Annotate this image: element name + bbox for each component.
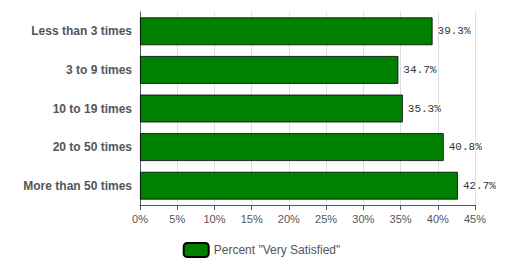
svg-text:39.3%: 39.3% xyxy=(438,25,471,37)
svg-text:45%: 45% xyxy=(464,213,486,225)
svg-text:40.8%: 40.8% xyxy=(449,141,482,153)
svg-text:10%: 10% xyxy=(203,213,225,225)
svg-text:0%: 0% xyxy=(132,213,148,225)
svg-text:40%: 40% xyxy=(427,213,449,225)
svg-text:5%: 5% xyxy=(169,213,185,225)
svg-text:34.7%: 34.7% xyxy=(403,64,436,76)
svg-text:15%: 15% xyxy=(241,213,263,225)
svg-text:35%: 35% xyxy=(390,213,412,225)
svg-text:20%: 20% xyxy=(278,213,300,225)
svg-text:More than 50 times: More than 50 times xyxy=(23,179,132,193)
svg-text:42.7%: 42.7% xyxy=(463,180,496,192)
svg-text:30%: 30% xyxy=(352,213,374,225)
svg-text:Less than 3 times: Less than 3 times xyxy=(31,24,132,38)
svg-text:20 to 50 times: 20 to 50 times xyxy=(53,140,133,154)
svg-text:10 to 19 times: 10 to 19 times xyxy=(53,102,133,116)
svg-text:35.3%: 35.3% xyxy=(408,103,441,115)
svg-text:25%: 25% xyxy=(315,213,337,225)
svg-text:3 to 9 times: 3 to 9 times xyxy=(66,63,132,77)
svg-text:Percent "Very Satisfied": Percent "Very Satisfied" xyxy=(214,243,341,257)
